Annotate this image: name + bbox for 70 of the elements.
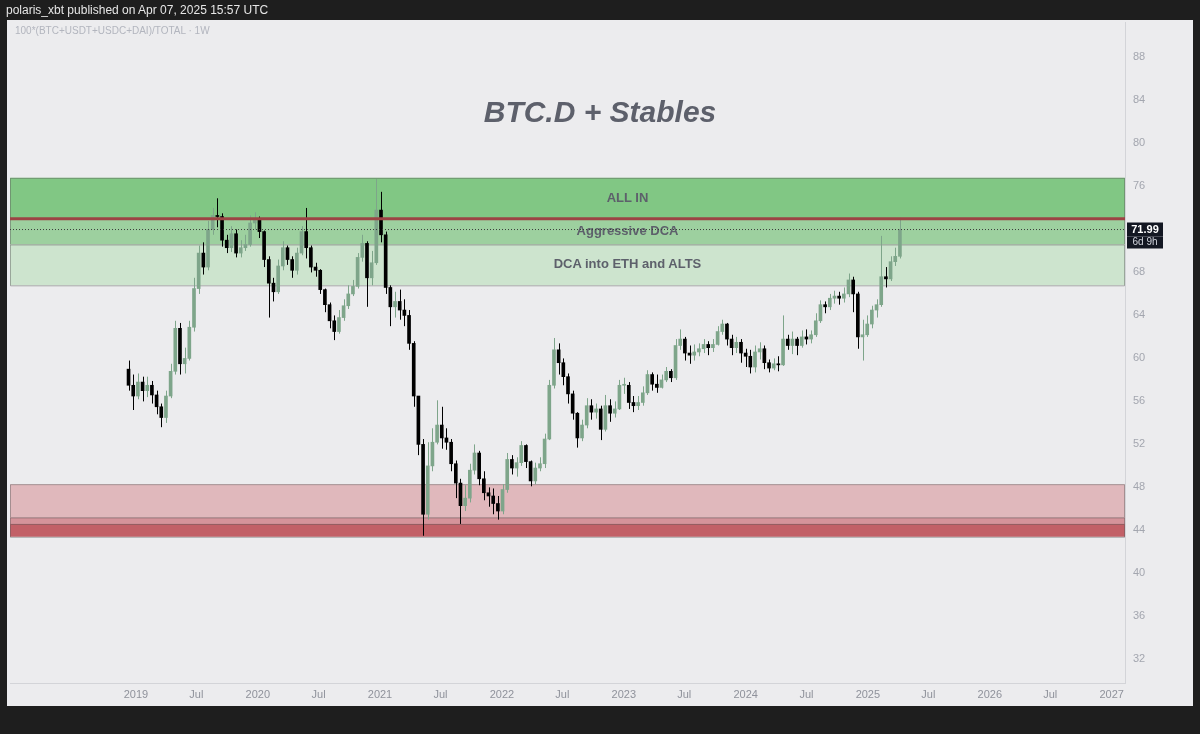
x-tick-label: 2023: [611, 687, 637, 700]
candlestick: [491, 487, 496, 515]
band-label: Aggressive DCA: [576, 223, 680, 239]
candlestick: [870, 305, 874, 329]
candlestick: [463, 484, 467, 512]
x-tick-label: 2021: [367, 687, 393, 700]
y-tick-label: 36: [1133, 609, 1146, 622]
x-tick-label: Jul: [433, 687, 448, 700]
x-tick-label: 2027: [1099, 687, 1124, 700]
y-tick-label: 56: [1133, 394, 1146, 407]
x-tick-label: Jul: [677, 687, 692, 700]
y-tick-label: 44: [1133, 523, 1146, 536]
candlestick: [584, 397, 589, 429]
y-tick-label: 88: [1133, 50, 1146, 63]
x-tick-label: Jul: [921, 687, 936, 700]
candlestick: [851, 276, 856, 313]
candlestick: [248, 214, 252, 248]
candlestick: [753, 345, 757, 373]
candlestick: [580, 419, 584, 442]
candlestick: [739, 338, 743, 364]
candlestick: [795, 336, 799, 356]
x-tick-label: 2022: [489, 687, 515, 700]
band-label: DCA into ETH and ALTS: [553, 256, 702, 272]
candlestick: [164, 390, 168, 424]
candlestick: [687, 345, 692, 365]
candlestick: [150, 380, 154, 405]
candlestick: [626, 381, 631, 410]
candlestick: [397, 289, 402, 321]
x-tick-label: Jul: [799, 687, 814, 700]
x-tick-label: 2025: [855, 687, 881, 700]
candlestick: [145, 376, 150, 398]
x-tick-label: Jul: [555, 687, 570, 700]
y-tick-label: 64: [1133, 308, 1146, 321]
y-tick-label: 68: [1133, 265, 1146, 278]
candlestick: [280, 240, 285, 271]
candlestick: [337, 309, 341, 335]
text: polaris_xbt published on Apr 07, 2025 15:57 UTC: [6, 3, 269, 17]
candlestick: [136, 372, 140, 400]
x-tick-label: Jul: [189, 687, 204, 700]
x-tick-label: Jul: [311, 687, 326, 700]
y-tick-label: 40: [1133, 566, 1146, 579]
candlestick: [439, 406, 444, 450]
x-tick-label: Jul: [1043, 687, 1058, 700]
ref-line-label: 71.99: [1131, 222, 1159, 235]
y-tick-label: 60: [1133, 351, 1146, 364]
candlestick: [860, 319, 865, 362]
band-label: ALL IN: [606, 189, 649, 205]
y-tick-label: 48: [1133, 480, 1146, 493]
text: BTC.D + Stables: [483, 95, 717, 128]
candlestick: [884, 266, 888, 288]
candlestick: [608, 398, 612, 423]
y-tick-label: 32: [1133, 652, 1146, 665]
candlestick: [683, 336, 687, 362]
candlestick: [748, 349, 753, 374]
candlestick: [533, 462, 538, 485]
x-tick-label: 2024: [733, 687, 758, 700]
candlestick: [393, 291, 397, 319]
y-tick-label: 76: [1133, 179, 1146, 192]
y-tick-label: 80: [1133, 136, 1146, 149]
y-tick-label: 84: [1133, 93, 1146, 106]
candlestick: [510, 454, 514, 475]
y-tick-label: 52: [1133, 437, 1146, 450]
candlestick: [295, 247, 299, 276]
x-tick-label: 2026: [977, 687, 1002, 700]
candlestick: [234, 228, 238, 258]
x-tick-label: 2020: [245, 687, 271, 700]
candlestick: [725, 322, 729, 347]
x-tick-label: 2019: [123, 687, 149, 700]
annotation: 6d 9h: [1132, 236, 1158, 248]
chart-subtitle: 100*(BTC+USDT+USDC+DAI)/TOTAL · 1W: [15, 25, 210, 37]
